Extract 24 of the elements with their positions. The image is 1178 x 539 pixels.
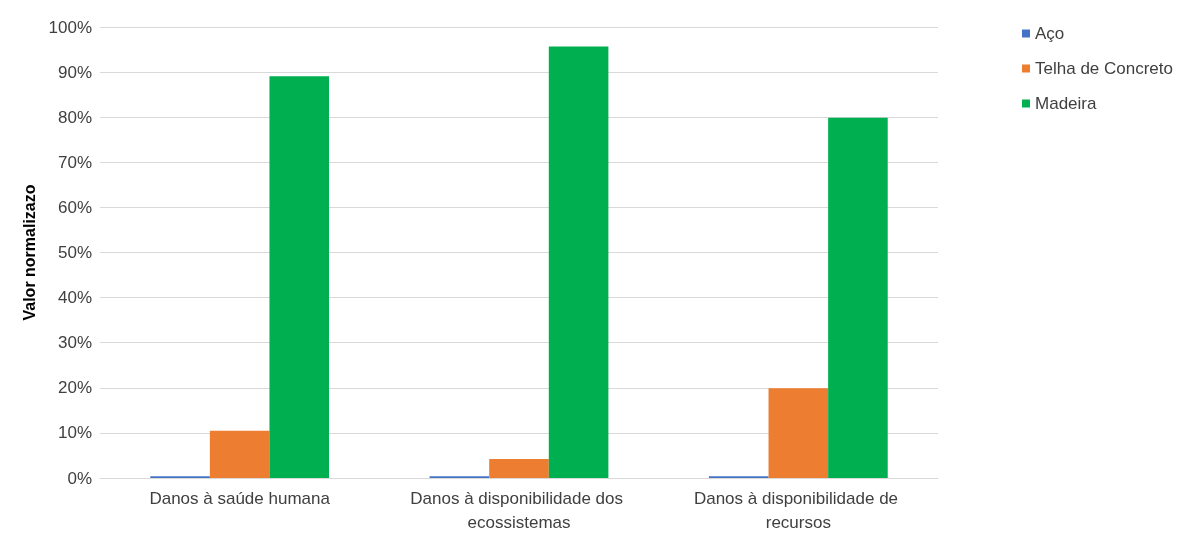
y-tick-label: 20%	[57, 378, 92, 398]
y-tick-label: 70%	[57, 152, 92, 172]
x-tick-label: Danos à saúde humana	[149, 488, 331, 508]
y-tick-label: 0%	[67, 468, 92, 488]
y-tick-label: 100%	[48, 17, 92, 37]
bar	[768, 388, 829, 478]
legend-label: Aço	[1035, 24, 1065, 43]
y-axis-title: Valor normalizazo	[21, 184, 39, 321]
y-tick-label: 90%	[57, 62, 92, 82]
x-tick-label: Danos à disponibilidade dos ecossistemas	[410, 488, 628, 532]
bar	[489, 459, 549, 478]
y-tick-label: 60%	[57, 197, 92, 217]
y-tick-label: 30%	[57, 333, 92, 353]
y-tick-label: 10%	[57, 423, 92, 443]
x-tick-label: Danos à disponibilidade de recursos	[693, 488, 903, 532]
y-tick-label: 80%	[57, 107, 92, 127]
legend-label: Telha de Concreto	[1035, 59, 1174, 78]
y-tick-label: 50%	[57, 243, 92, 262]
bar	[269, 76, 330, 478]
legend-label: Madeira	[1035, 94, 1097, 113]
bar	[548, 46, 609, 478]
bar	[828, 117, 888, 478]
bar	[209, 430, 270, 478]
y-tick-label: 40%	[57, 288, 92, 308]
